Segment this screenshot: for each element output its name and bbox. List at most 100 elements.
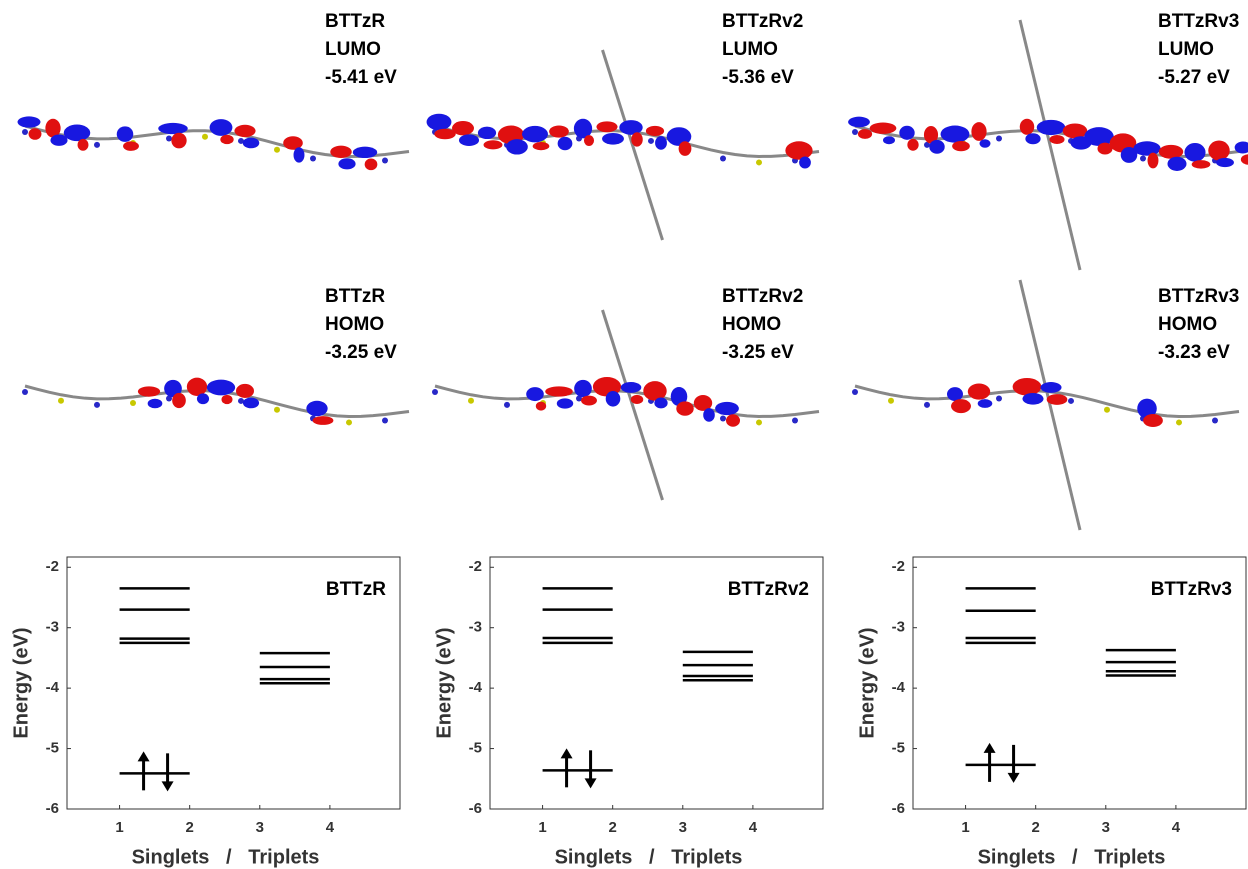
- orbital-lobe: [1208, 140, 1230, 161]
- orbital-lobe: [63, 124, 91, 142]
- orbital-lobe: [967, 383, 991, 400]
- orbital-lobe: [670, 386, 688, 407]
- atom: [202, 133, 208, 140]
- orbital-lobe: [209, 119, 233, 136]
- x-axis-label: Singlets / Triplets: [555, 846, 743, 868]
- orbital-lobe: [899, 125, 915, 140]
- orbital-lobe: [330, 145, 352, 159]
- orbital-lobe: [596, 121, 618, 133]
- orbital-lobe: [1191, 160, 1211, 169]
- orbital-lobe: [645, 125, 665, 137]
- orbital-lobe: [1046, 394, 1068, 405]
- orbital-lobe: [923, 126, 939, 144]
- atom: [504, 401, 510, 408]
- orbital-lobe: [929, 139, 945, 154]
- atom: [720, 155, 726, 162]
- orbital-lobe: [532, 142, 550, 151]
- orbital-lobe: [483, 140, 503, 150]
- orbital-lobe: [506, 139, 528, 155]
- spin-up-head: [560, 748, 573, 759]
- x-tick-label: 4: [326, 819, 335, 836]
- orbital-lobe: [605, 391, 621, 407]
- orbital-lobe: [848, 116, 870, 128]
- orbital-lobe: [526, 387, 544, 402]
- atom: [1068, 397, 1074, 404]
- orbital-lobe: [1120, 147, 1138, 163]
- atom: [924, 401, 930, 408]
- orbital-lobe: [17, 116, 41, 128]
- x-tick-label: 2: [186, 819, 194, 836]
- orbital-label: BTTzRv2: [722, 286, 803, 307]
- orbital-label: -5.27 eV: [1158, 67, 1230, 88]
- y-axis-label: Energy (eV): [10, 627, 32, 738]
- orbital-lobe: [574, 379, 592, 398]
- atom: [468, 397, 474, 404]
- orbital-lobe: [557, 136, 573, 151]
- atom: [648, 137, 654, 144]
- orbital-lobe: [352, 146, 378, 159]
- side-chain: [601, 309, 664, 501]
- orbital-label: LUMO: [1158, 39, 1214, 60]
- orbital-lobe: [1019, 118, 1035, 135]
- orbital-lobe: [620, 382, 642, 393]
- orbital-lobe: [1036, 119, 1066, 136]
- atom: [166, 395, 172, 402]
- orbital-lobe: [164, 379, 182, 398]
- spin-down-head: [161, 781, 174, 792]
- y-tick-label: -3: [892, 619, 905, 636]
- y-tick-label: -6: [469, 800, 482, 817]
- orbital-lobe: [158, 122, 188, 135]
- orbital-label: BTTzRv3: [1158, 286, 1239, 307]
- atom: [756, 419, 762, 426]
- atom: [1212, 417, 1218, 424]
- orbital-lobe: [458, 134, 480, 147]
- orbital-lobe: [234, 124, 256, 138]
- chart-title: BTTzR: [326, 579, 386, 600]
- x-tick-label: 2: [609, 819, 617, 836]
- orbital-label: HOMO: [722, 314, 781, 335]
- orbital-lobe: [549, 125, 569, 138]
- y-tick-label: -4: [469, 679, 483, 696]
- orbital-lobe: [1234, 141, 1248, 154]
- orbital-lobe: [293, 147, 305, 163]
- orbital-lobe: [947, 387, 963, 402]
- x-tick-label: 3: [256, 819, 264, 836]
- orbital-lobe: [1040, 382, 1062, 393]
- x-tick-label: 1: [538, 819, 546, 836]
- x-tick-label: 1: [115, 819, 123, 836]
- y-tick-label: -2: [892, 558, 905, 575]
- y-tick-label: -5: [892, 740, 905, 757]
- orbital-lobe: [1167, 156, 1187, 171]
- side-chain: [1018, 19, 1082, 271]
- orbital-lobe: [602, 132, 624, 145]
- orbital-lobe: [426, 113, 452, 131]
- orbital-lobe: [1143, 414, 1163, 427]
- orbital-lobe: [220, 134, 234, 145]
- orbital-lobe: [45, 118, 61, 138]
- orbital-lobe: [452, 121, 474, 136]
- orbital-lobe: [666, 127, 692, 146]
- orbital-lobe: [221, 394, 233, 405]
- orbital-label: BTTzR: [325, 11, 385, 32]
- orbital-lobe: [583, 135, 595, 146]
- orbital-lobe: [857, 129, 873, 139]
- orbital-lobe: [312, 416, 334, 425]
- y-tick-label: -4: [892, 679, 906, 696]
- orbital-lobe: [977, 399, 993, 408]
- orbital-lobe: [1184, 142, 1206, 162]
- atom: [852, 129, 858, 135]
- atom: [274, 146, 280, 153]
- atom: [382, 417, 388, 424]
- orbital-lobe: [676, 401, 694, 416]
- orbital-lobe: [581, 395, 597, 406]
- atom: [924, 141, 930, 148]
- orbital-lobe: [338, 158, 356, 170]
- orbital-lobe: [477, 126, 497, 139]
- orbital-lobe: [434, 128, 456, 140]
- y-axis-label: Energy (eV): [433, 627, 455, 738]
- orbital-label: -5.36 eV: [722, 67, 794, 88]
- x-tick-label: 2: [1032, 819, 1040, 836]
- orbital-label: HOMO: [1158, 314, 1217, 335]
- orbital-label: -3.25 eV: [325, 342, 397, 363]
